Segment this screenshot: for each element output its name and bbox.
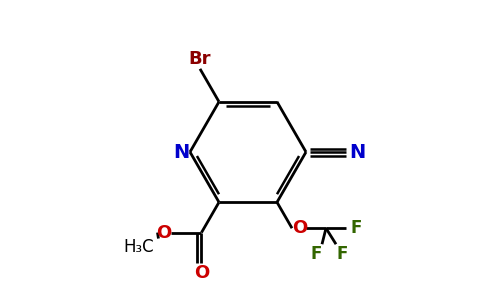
Text: F: F (350, 219, 362, 237)
Text: O: O (156, 224, 171, 242)
Text: F: F (336, 245, 348, 263)
Text: F: F (310, 245, 322, 263)
Text: O: O (194, 263, 209, 281)
Text: Br: Br (189, 50, 211, 68)
Text: N: N (349, 142, 365, 161)
Text: H₃C: H₃C (123, 238, 154, 256)
Text: O: O (292, 219, 308, 237)
Text: N: N (173, 142, 189, 161)
